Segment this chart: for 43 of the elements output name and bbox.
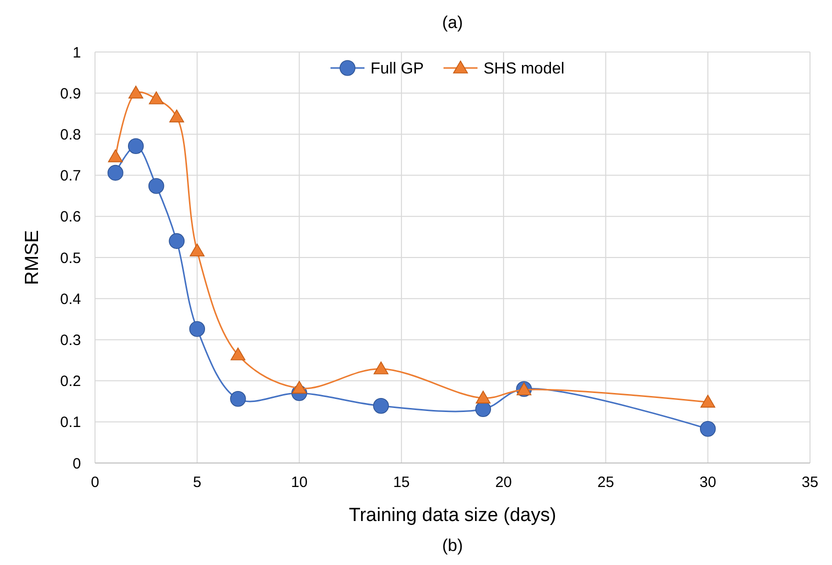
point [373,398,389,414]
point [168,233,185,249]
point [169,110,184,122]
point [230,390,246,407]
point [700,420,716,437]
y-tick-label: 0 [72,455,81,472]
point [374,361,388,374]
chart-title: (a) [442,13,463,32]
point [108,149,123,162]
y-tick-label: 0.1 [60,414,81,432]
y-tick-label: 0.7 [60,168,81,185]
y-tick-label: 1 [72,44,81,62]
point [148,91,164,104]
y-tick-label: 0.6 [60,208,81,226]
y-tick-label: 0.4 [60,290,81,308]
x-axis-title: Training data size (days) [348,505,556,526]
x-tick-label: 15 [393,474,410,491]
y-tick-label: 0.8 [60,126,81,144]
x-tick-label: 0 [90,474,100,491]
point [190,244,205,256]
y-tick-label: 0.9 [60,85,81,102]
point [148,178,164,194]
point [189,321,206,337]
x-tick-label: 5 [192,474,202,491]
point [476,390,491,404]
text: (b) [442,536,463,555]
legend-label: SHS model [484,60,564,78]
point [108,164,124,181]
point [292,380,307,394]
y-tick-label: 0.3 [60,332,81,349]
legend-label: Full GP [370,60,424,78]
point [230,348,246,360]
x-tick-label: 25 [597,474,614,491]
point [128,86,144,98]
y-tick-label: 0.2 [60,373,81,390]
x-tick-label: 20 [495,474,512,491]
x-tick-label: 10 [290,474,308,491]
point [700,394,716,408]
point [128,138,144,154]
y-axis-title: RMSE [22,230,43,285]
x-tick-label: 30 [700,474,716,491]
y-tick-label: 0.5 [60,250,81,267]
x-tick-label: 35 [802,474,818,491]
